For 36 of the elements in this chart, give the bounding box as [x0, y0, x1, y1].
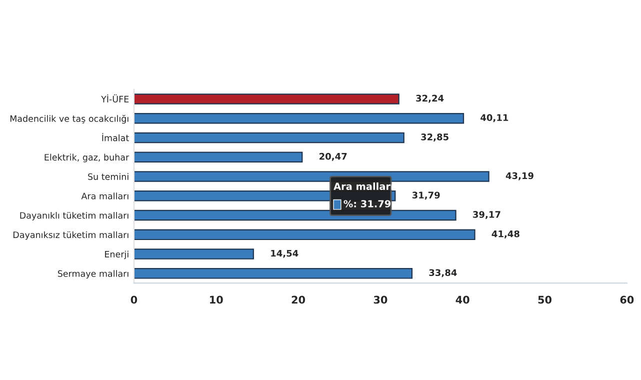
y-tick-label: Yİ-ÜFE	[101, 94, 129, 102]
data-label: 14,54	[271, 250, 298, 258]
data-label: 32,85	[421, 134, 448, 142]
x-tick-label: 60	[620, 296, 634, 304]
data-label: 39,17	[473, 211, 500, 220]
x-tick-label: 50	[538, 296, 552, 304]
data-label: 41,48	[492, 230, 520, 238]
x-tick-label: 10	[210, 296, 223, 304]
x-tick-label: 40	[456, 296, 470, 304]
annotation: %: 31.79	[344, 200, 391, 208]
x-tick-label: 20	[292, 296, 306, 304]
data-label: 31,79	[412, 192, 440, 200]
y-tick-label: Dayanıksız tüketim malları	[14, 231, 128, 240]
bar	[134, 229, 476, 240]
bar	[134, 94, 400, 104]
data-label: 40,11	[480, 114, 508, 122]
x-tick-label: 0	[130, 296, 138, 304]
bar	[134, 248, 254, 260]
bar	[134, 112, 464, 124]
data-label: 20,47	[320, 152, 347, 161]
bar	[134, 268, 413, 279]
y-tick-label: Ara malları	[81, 192, 128, 200]
x-tick-label: 30	[374, 296, 388, 304]
y-tick-label: Dayanıklı tüketim malları	[20, 212, 128, 220]
bar	[134, 132, 404, 144]
bar	[134, 171, 490, 182]
data-label: 32,24	[416, 94, 444, 103]
data-label: 43,19	[506, 172, 534, 180]
bar	[134, 152, 303, 163]
y-tick-label: İmalat	[102, 133, 129, 142]
y-tick-label: Enerji	[105, 250, 128, 260]
y-tick-label: Su temini	[88, 173, 128, 180]
y-tick-label: Sermaye malları	[58, 270, 128, 279]
y-tick-label: Madencilik ve taş ocakcılığı	[10, 114, 128, 124]
data-label: 33,84	[429, 269, 457, 278]
y-tick-label: Elektrik, gaz, buhar	[44, 154, 130, 162]
